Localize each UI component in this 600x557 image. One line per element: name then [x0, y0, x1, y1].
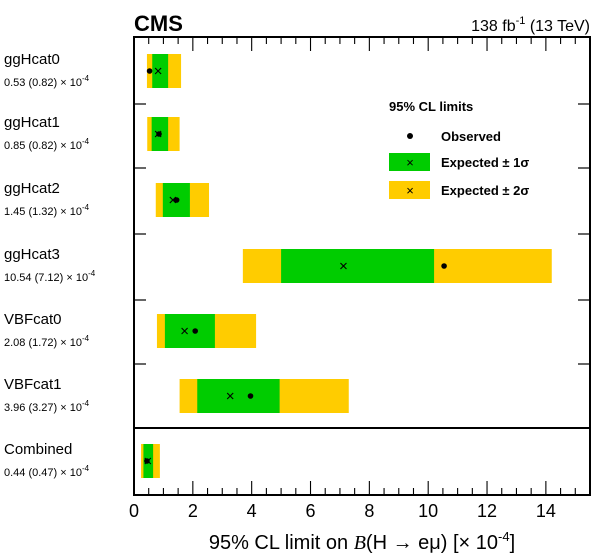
category-name-vbfcat1: VBFcat1	[4, 376, 62, 393]
category-value-exp-vbfcat0: -4	[82, 334, 90, 343]
category-value-unit-gghcat3: × 10	[66, 272, 88, 284]
category-value-exp-gghcat1: -4	[82, 137, 90, 146]
category-value-text-combined: 0.44 (0.47)	[4, 467, 60, 479]
legend-band2-swatch	[389, 181, 430, 199]
x-axis-title-close: ]	[510, 532, 516, 554]
legend-observed-marker	[407, 133, 413, 139]
observed-marker-gghcat3	[441, 263, 447, 269]
legend-band1-label: Expected ± 1σ	[441, 155, 529, 170]
xtick-label-14: 14	[536, 501, 556, 521]
category-value-text-gghcat0: 0.53 (0.82)	[4, 77, 60, 89]
x-axis-title-b: B	[354, 532, 366, 554]
xtick-label-4: 4	[247, 501, 257, 521]
x-axis-title: 95% CL limit on B(H → eμ) [× 10-4]	[209, 529, 515, 554]
category-value-gghcat2: 1.45 (1.32) × 10-4	[4, 203, 90, 218]
category-value-unit-combined: × 10	[60, 467, 82, 479]
category-value-exp-gghcat0: -4	[82, 74, 90, 83]
category-value-exp-gghcat3: -4	[88, 269, 96, 278]
category-value-unit-vbfcat1: × 10	[60, 402, 82, 414]
xtick-label-2: 2	[188, 501, 198, 521]
legend-band2-label: Expected ± 2σ	[441, 183, 529, 198]
category-name-gghcat3: ggHcat3	[4, 246, 60, 263]
category-name-vbfcat0: VBFcat0	[4, 311, 62, 328]
expected-marker-gghcat0	[154, 67, 162, 75]
band1-vbfcat1	[197, 379, 280, 413]
category-value-vbfcat0: 2.08 (1.72) × 10-4	[4, 334, 90, 349]
category-value-unit-gghcat1: × 10	[60, 140, 82, 152]
xtick-label-0: 0	[129, 501, 139, 521]
observed-marker-vbfcat1	[247, 393, 254, 399]
bands-layer	[141, 54, 552, 478]
xtick-label-6: 6	[306, 501, 316, 521]
lumi-exponent: -1	[516, 15, 526, 27]
observed-marker-gghcat1	[156, 131, 162, 137]
xtick-label-10: 10	[418, 501, 438, 521]
legend-band1-cross: ×	[406, 155, 414, 170]
xtick-label-8: 8	[364, 501, 374, 521]
category-value-gghcat1: 0.85 (0.82) × 10-4	[4, 137, 90, 152]
expected-marker-gghcat3	[340, 262, 347, 270]
category-name-combined: Combined	[4, 441, 72, 458]
category-value-text-vbfcat0: 2.08 (1.72)	[4, 337, 60, 349]
observed-marker-gghcat2	[173, 197, 180, 203]
legend-title: 95% CL limits	[389, 99, 473, 114]
band1-gghcat3	[281, 249, 435, 283]
x-axis-title-process: (H → eμ) [× 10	[366, 532, 498, 554]
experiment-label: CMS	[134, 11, 183, 36]
y-ticks	[134, 103, 590, 365]
legend-observed-label: Observed	[441, 129, 501, 144]
category-value-text-gghcat3: 10.54 (7.12)	[4, 272, 66, 284]
category-value-combined: 0.44 (0.47) × 10-4	[4, 464, 90, 479]
observed-marker-vbfcat0	[192, 328, 198, 334]
category-value-unit-vbfcat0: × 10	[60, 337, 82, 349]
band1-gghcat0	[152, 54, 169, 88]
legend: 95% CL limits Observed × Expected ± 1σ ×…	[389, 99, 529, 199]
marker-layer	[144, 67, 447, 465]
expected-marker-vbfcat1	[226, 392, 234, 400]
x-axis-title-prefix: 95% CL limit on	[209, 532, 354, 554]
plot-frame	[133, 36, 591, 496]
category-value-unit-gghcat2: × 10	[60, 206, 82, 218]
band1-vbfcat0	[164, 314, 215, 348]
category-name-gghcat2: ggHcat2	[4, 180, 60, 197]
legend-band2-cross: ×	[406, 183, 414, 198]
category-value-text-vbfcat1: 3.96 (3.27)	[4, 402, 60, 414]
observed-marker-combined	[144, 458, 150, 464]
xtick-label-12: 12	[477, 501, 497, 521]
x-axis-title-exponent: -4	[498, 529, 510, 544]
expected-marker-vbfcat0	[181, 327, 188, 335]
category-value-exp-vbfcat1: -4	[82, 399, 90, 408]
category-value-unit-gghcat0: × 10	[60, 77, 82, 89]
observed-marker-gghcat0	[146, 68, 153, 74]
category-value-gghcat3: 10.54 (7.12) × 10-4	[4, 269, 96, 284]
category-name-gghcat0: ggHcat0	[4, 51, 60, 68]
lumi-value: 138 fb	[471, 18, 516, 35]
category-value-exp-gghcat2: -4	[82, 203, 90, 212]
energy-value: (13 TeV)	[525, 18, 590, 35]
category-value-text-gghcat2: 1.45 (1.32)	[4, 206, 60, 218]
category-value-exp-combined: -4	[82, 464, 90, 473]
category-name-gghcat1: ggHcat1	[4, 114, 60, 131]
category-value-text-gghcat1: 0.85 (0.82)	[4, 140, 60, 152]
category-value-vbfcat1: 3.96 (3.27) × 10-4	[4, 399, 90, 414]
category-value-gghcat0: 0.53 (0.82) × 10-4	[4, 74, 90, 89]
legend-band1-swatch	[389, 153, 430, 171]
lumi-label: 138 fb-1 (13 TeV)	[471, 15, 590, 35]
x-axis: 0 2 4 6 8 10 12 14	[129, 37, 591, 521]
